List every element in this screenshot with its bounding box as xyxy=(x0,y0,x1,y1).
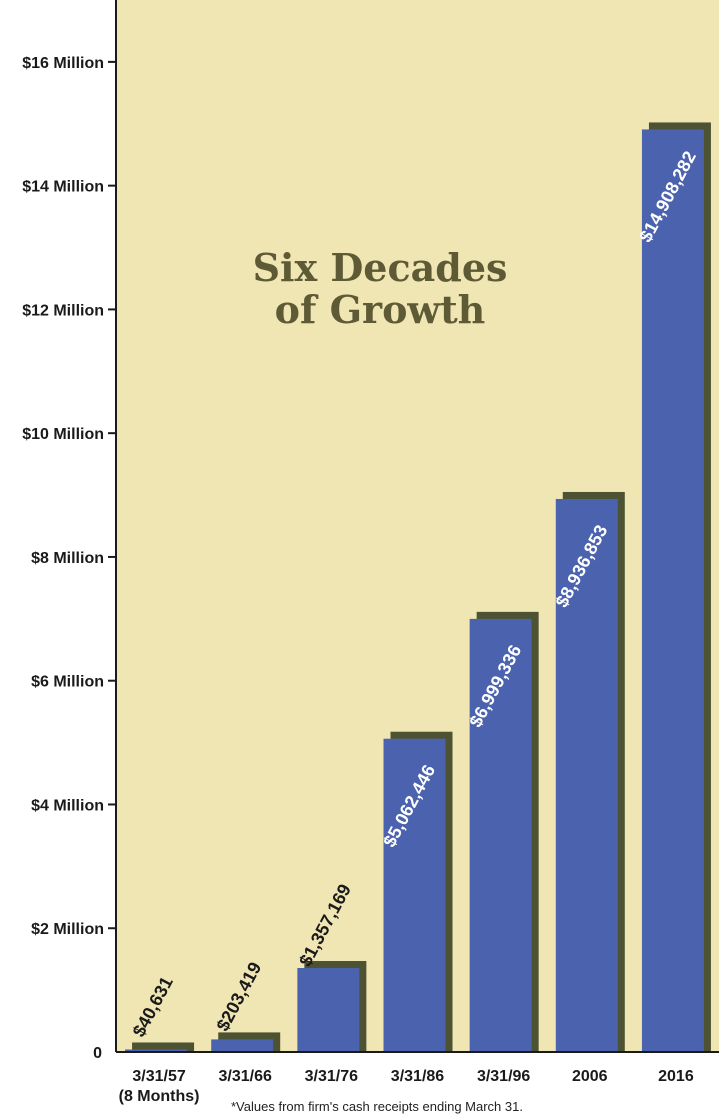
y-tick-label: $2 Million xyxy=(31,921,104,938)
x-tick-label: 2016 xyxy=(658,1068,694,1085)
y-tick-label: $4 Million xyxy=(31,797,104,814)
x-tick-label: 3/31/76 xyxy=(305,1068,358,1085)
y-tick-label: $14 Million xyxy=(22,179,104,196)
x-tick-label: 3/31/86 xyxy=(391,1068,444,1085)
bar xyxy=(125,1049,187,1051)
bar xyxy=(211,1039,273,1051)
x-tick-sublabel: (8 Months) xyxy=(119,1088,200,1105)
y-tick-label: $6 Million xyxy=(31,674,104,691)
chart-title-line-1: Six Decades xyxy=(253,245,508,290)
y-tick-label: $12 Million xyxy=(22,302,104,319)
bar xyxy=(297,968,359,1051)
footnote: *Values from firm's cash receipts ending… xyxy=(231,1099,523,1114)
chart-title-line-2: of Growth xyxy=(275,287,486,332)
x-tick-label: 2006 xyxy=(572,1068,608,1085)
y-tick-label: 0 xyxy=(93,1045,102,1062)
y-tick-label: $10 Million xyxy=(22,426,104,443)
x-tick-label: 3/31/96 xyxy=(477,1068,530,1085)
y-tick-label: $8 Million xyxy=(31,550,104,567)
bar xyxy=(642,129,704,1051)
y-tick-label: $16 Million xyxy=(22,55,104,72)
x-tick-label: 3/31/57 xyxy=(132,1068,185,1085)
x-tick-label: 3/31/66 xyxy=(219,1068,272,1085)
